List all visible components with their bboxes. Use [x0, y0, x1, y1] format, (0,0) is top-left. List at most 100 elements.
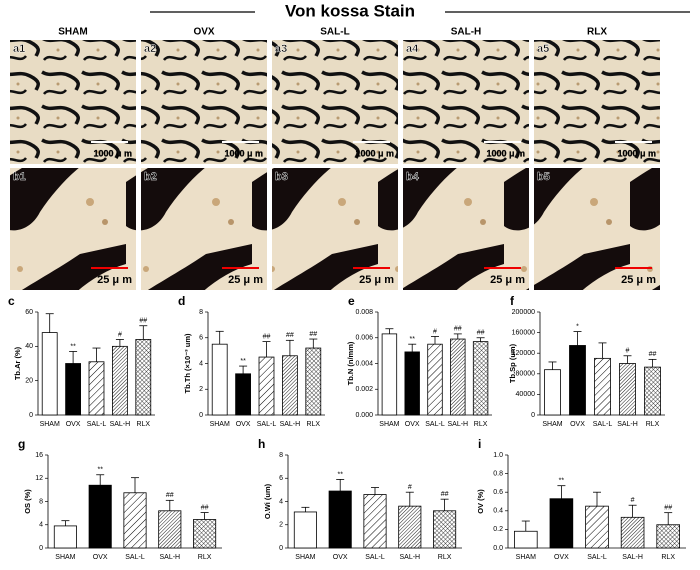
y-tick-label: 4 [199, 360, 203, 367]
bar [123, 492, 147, 549]
bar [88, 484, 112, 549]
y-tick-label: 0.008 [355, 309, 373, 316]
x-tick-label: RLX [474, 421, 488, 428]
significance-label: ## [139, 318, 147, 325]
x-tick-label: SAL-L [425, 421, 445, 428]
y-tick-label: 4 [279, 498, 283, 505]
y-tick-label: 6 [199, 335, 203, 342]
scale-bar-label: 1000 μ m [355, 148, 394, 158]
y-axis-label: Tb.Th (×10⁻³ um) [183, 333, 192, 394]
bar [158, 510, 182, 549]
y-tick-label: 80000 [516, 371, 536, 378]
micrograph [403, 168, 529, 290]
scale-bar-label: 25 μ m [490, 274, 525, 286]
significance-label: # [118, 331, 122, 338]
x-tick-label: SHAM [40, 421, 60, 428]
x-tick-label: RLX [661, 554, 675, 561]
x-tick-label: SAL-H [110, 421, 131, 428]
x-tick-label: SAL-L [125, 554, 145, 561]
significance-label: * [576, 323, 579, 330]
scale-bar-label: 1000 μ m [617, 148, 656, 158]
x-tick-label: SAL-H [447, 421, 468, 428]
bar [112, 345, 128, 416]
image-label: b1 [13, 171, 26, 183]
bar [514, 530, 538, 549]
figure-title: Von kossa Stain [285, 1, 415, 20]
column-label: OVX [193, 27, 214, 38]
micrograph [141, 40, 267, 164]
bar [544, 369, 561, 416]
bar [88, 361, 105, 416]
y-tick-label: 0.0 [493, 545, 503, 552]
x-tick-label: RLX [438, 554, 452, 561]
significance-label: # [408, 484, 412, 491]
significance-label: ## [477, 330, 485, 337]
x-tick-label: OVX [236, 421, 251, 428]
significance-label: ## [201, 504, 209, 511]
y-tick-label: 8 [279, 452, 283, 459]
panel-label: h [258, 437, 265, 451]
bar [549, 498, 574, 549]
significance-label: ** [337, 471, 343, 478]
y-axis-label: O.Wi (um) [263, 483, 272, 519]
bar [620, 516, 645, 549]
y-tick-label: 40000 [516, 391, 536, 398]
bar [398, 505, 422, 549]
y-tick-label: 200000 [512, 309, 535, 316]
micrograph [10, 40, 136, 164]
bar [53, 525, 77, 549]
y-tick-label: 0 [39, 545, 43, 552]
x-tick-label: SAL-H [622, 554, 643, 561]
x-tick-label: RLX [198, 554, 212, 561]
y-tick-label: 0 [279, 545, 283, 552]
image-label: b4 [406, 171, 420, 183]
bar [363, 494, 387, 549]
image-label: a1 [13, 43, 25, 55]
y-tick-label: 1.0 [493, 452, 503, 459]
scale-bar-label: 25 μ m [359, 274, 394, 286]
y-tick-label: 12 [35, 475, 43, 482]
bar [569, 345, 586, 416]
column-label: SHAM [58, 27, 87, 38]
significance-label: # [631, 497, 635, 504]
x-tick-label: RLX [136, 421, 150, 428]
y-tick-label: 0.2 [493, 526, 503, 533]
panel-label: c [8, 294, 15, 308]
image-label: b2 [144, 171, 157, 183]
panel-label: i [478, 437, 481, 451]
column-label: SAL-H [451, 27, 482, 38]
bar [41, 332, 58, 416]
panel-label: g [18, 437, 25, 451]
y-tick-label: 0.004 [355, 360, 373, 367]
bar [193, 519, 217, 549]
x-tick-label: SAL-H [617, 421, 638, 428]
y-axis-label: Tb.N (n/mm) [346, 341, 355, 385]
significance-label: ## [441, 491, 449, 498]
bar [644, 366, 661, 416]
significance-label: ** [240, 358, 246, 365]
y-tick-label: 0.6 [493, 489, 503, 496]
x-tick-label: OVX [570, 421, 585, 428]
scale-bar-label: 1000 μ m [486, 148, 525, 158]
scale-bar-label: 1000 μ m [93, 148, 132, 158]
bar [585, 505, 609, 549]
y-tick-label: 160000 [512, 329, 535, 336]
y-tick-label: 2 [199, 386, 203, 393]
x-tick-label: SAL-L [87, 421, 107, 428]
image-label: b3 [275, 171, 288, 183]
bar [258, 356, 275, 416]
x-tick-label: SHAM [210, 421, 230, 428]
bar [65, 363, 81, 416]
x-tick-label: RLX [646, 421, 660, 428]
x-tick-label: SHAM [542, 421, 562, 428]
y-tick-label: 20 [25, 378, 33, 385]
micrograph [10, 168, 136, 290]
image-label: a4 [406, 43, 419, 55]
bar [472, 341, 489, 416]
significance-label: ## [649, 351, 657, 358]
y-tick-label: 120000 [512, 350, 535, 357]
scale-bar-label: 1000 μ m [224, 148, 263, 158]
y-axis-label: Tb.Sp (um) [508, 343, 517, 383]
panel-label: f [510, 294, 515, 308]
